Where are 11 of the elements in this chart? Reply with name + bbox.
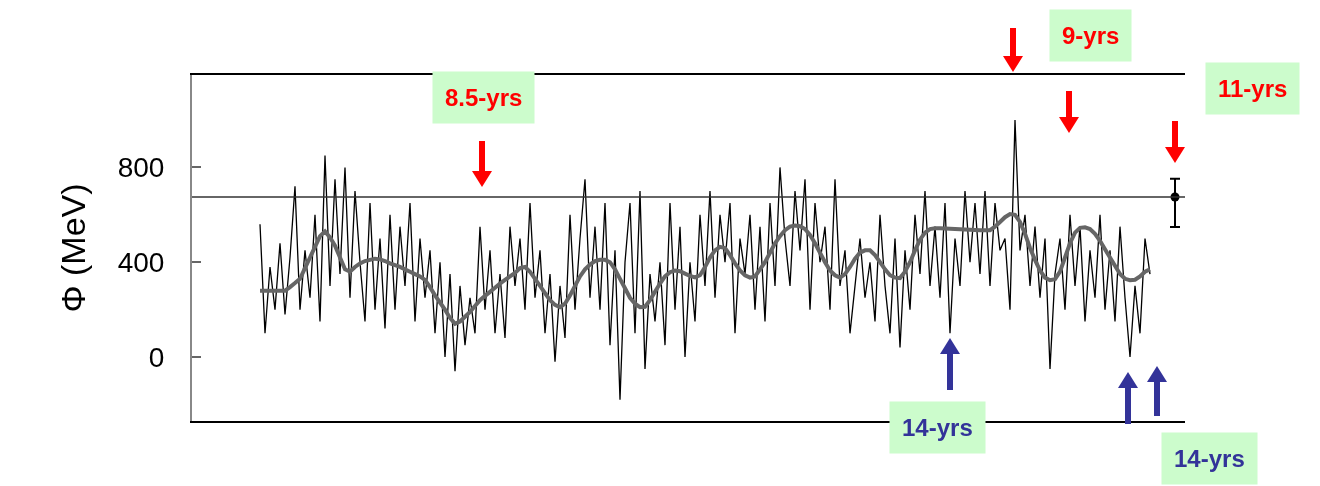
y-tick-label: 800	[117, 152, 165, 184]
y-axis-title: Φ (MeV)	[53, 183, 92, 313]
annotation: 14-yrs	[902, 414, 973, 441]
y-tick-label: 0	[148, 341, 165, 373]
annotation: 8.5-yrs	[445, 84, 523, 111]
text: 11-yrs	[1218, 75, 1288, 102]
y-tick-label: 400	[117, 247, 165, 279]
line-series	[258, 212, 1152, 326]
line-series	[259, 119, 1151, 401]
text: 14-yrs	[1174, 445, 1245, 472]
text: 9-yrs	[1062, 22, 1120, 49]
